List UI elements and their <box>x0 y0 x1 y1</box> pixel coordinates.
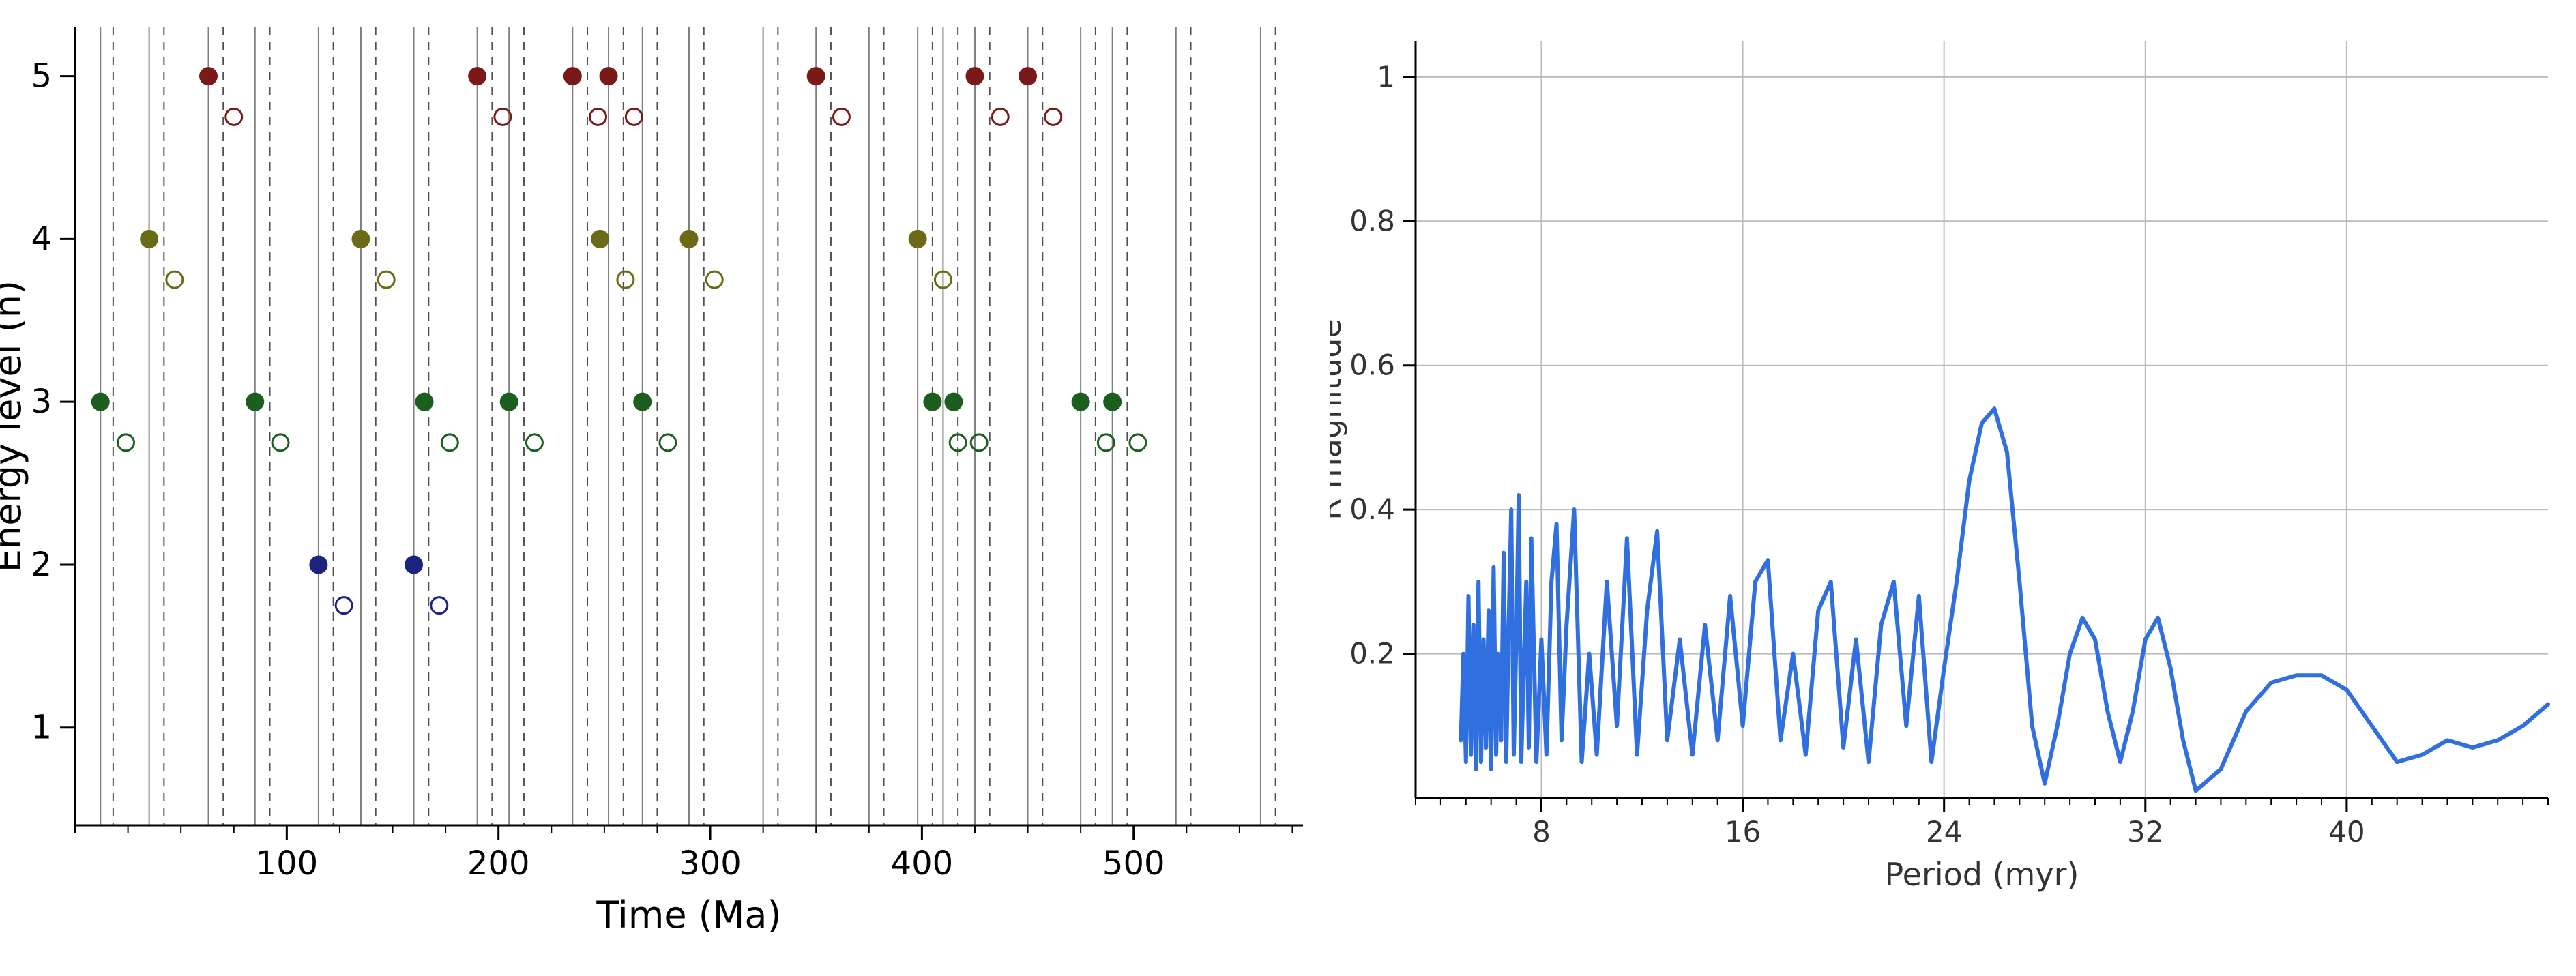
data-point-filled <box>141 231 158 247</box>
data-point-filled <box>201 68 217 85</box>
data-point-filled <box>634 394 651 410</box>
left-panel: 100 200 300 400 500 1 2 3 4 5 Time (Ma) Energy leve… <box>0 0 1330 976</box>
data-point-filled <box>808 68 824 85</box>
y-tick-label: 5 <box>31 57 52 95</box>
data-point-filled <box>310 557 327 573</box>
data-point-filled <box>469 68 486 85</box>
data-point-filled <box>406 557 422 573</box>
x-tick-label: 16 <box>1725 815 1761 848</box>
data-point-open <box>166 271 183 288</box>
data-point-filled <box>967 68 983 85</box>
data-point-filled <box>592 231 609 247</box>
data-point-open <box>117 434 134 451</box>
y-tick-label: 0.2 <box>1349 637 1395 670</box>
data-point-filled <box>247 394 263 410</box>
x-tick-label: 24 <box>1926 815 1962 848</box>
data-point-open <box>526 434 542 451</box>
data-point-open <box>272 434 289 451</box>
data-point-filled <box>924 394 941 410</box>
data-point-open <box>617 271 634 288</box>
data-point-open <box>660 434 676 451</box>
data-point-filled <box>501 394 517 410</box>
data-point-open <box>706 271 722 288</box>
data-point-filled <box>1072 394 1089 410</box>
y-tick-label: 2 <box>31 546 52 584</box>
data-point-filled <box>564 68 581 85</box>
x-tick-label: 40 <box>2328 815 2365 848</box>
x-tick-label: 32 <box>2127 815 2163 848</box>
x-tick-label: 200 <box>467 844 530 883</box>
data-point-filled <box>946 394 962 410</box>
data-point-open <box>226 108 242 125</box>
x-tick-label: 300 <box>679 844 742 883</box>
x-axis-label: Time (Ma) <box>596 893 781 936</box>
data-point-open <box>971 434 987 451</box>
x-axis-label: Period (myr) <box>1885 856 2079 893</box>
right-plot-svg: 8 16 24 32 40 0.2 0.4 0.6 0.8 1 Period (myr) R magn… <box>1330 0 2576 976</box>
data-point-open <box>431 597 448 614</box>
data-point-open <box>1130 434 1146 451</box>
x-tick-label: 100 <box>256 844 319 883</box>
figure-root: 100 200 300 400 500 1 2 3 4 5 Time (Ma) Energy leve… <box>0 0 2576 976</box>
data-point-filled <box>600 68 617 85</box>
data-point-open <box>833 108 849 125</box>
y-tick-label: 3 <box>31 383 52 421</box>
data-point-filled <box>353 231 369 247</box>
data-point-open <box>1045 108 1062 125</box>
data-point-open <box>336 597 352 614</box>
y-axis-label: R magnitude <box>1330 319 1348 520</box>
x-tick-label: 500 <box>1102 844 1165 883</box>
data-point-filled <box>681 231 697 247</box>
data-point-filled <box>909 231 926 247</box>
data-point-filled <box>1020 68 1036 85</box>
data-point-open <box>441 434 458 451</box>
y-axis-label: Energy level (n) <box>0 280 29 572</box>
y-tick-label: 4 <box>31 220 52 258</box>
spectrum-line <box>1461 409 2548 790</box>
right-panel: 8 16 24 32 40 0.2 0.4 0.6 0.8 1 Period (myr) R magn… <box>1330 0 2576 976</box>
left-plot-svg: 100 200 300 400 500 1 2 3 4 5 Time (Ma) Energy leve… <box>0 0 1330 976</box>
y-tick-label: 0.8 <box>1349 204 1395 237</box>
data-point-filled <box>1104 394 1121 410</box>
y-tick-label: 1 <box>31 709 52 747</box>
data-point-open <box>378 271 394 288</box>
y-tick-label: 0.6 <box>1349 349 1395 382</box>
data-point-filled <box>92 394 108 410</box>
data-point-open <box>590 108 606 125</box>
data-point-filled <box>416 394 433 410</box>
x-tick-label: 400 <box>891 844 954 883</box>
data-point-open <box>626 108 642 125</box>
x-tick-label: 8 <box>1532 815 1551 848</box>
y-tick-label: 1 <box>1377 60 1395 93</box>
data-point-open <box>992 108 1008 125</box>
y-tick-label: 0.4 <box>1349 492 1395 526</box>
